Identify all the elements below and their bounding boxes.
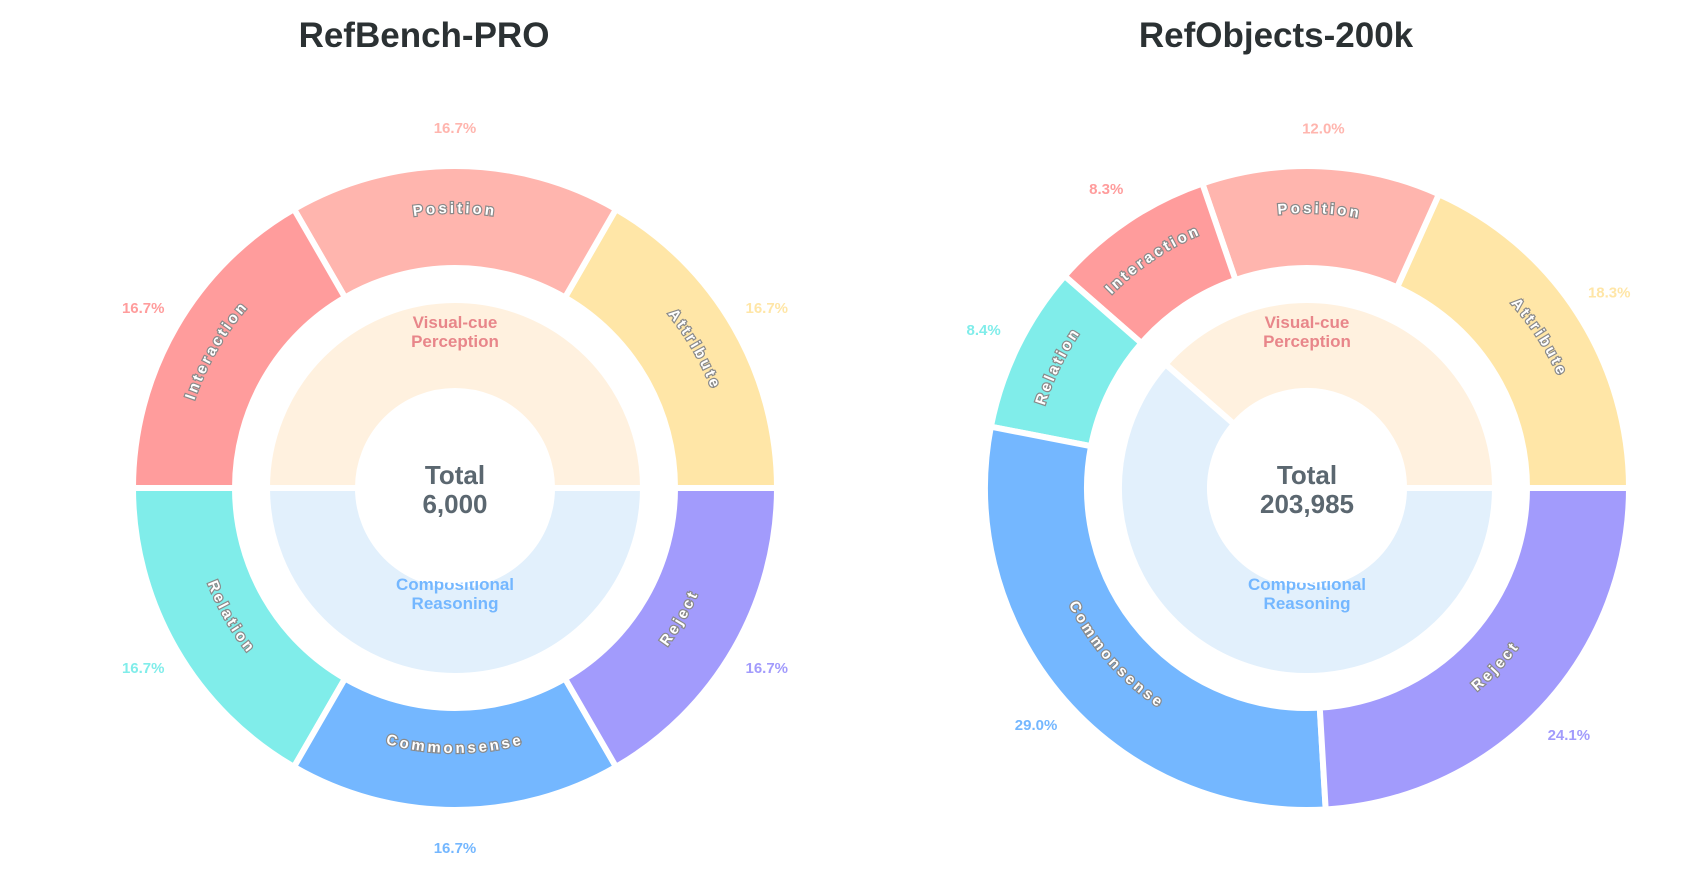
percent-label: 16.7% bbox=[745, 300, 788, 317]
inner-wedge bbox=[1116, 359, 1499, 679]
slice-wedge bbox=[1316, 485, 1633, 813]
slice-wedge bbox=[560, 485, 781, 771]
inner-slice-visual-cue-perception: Visual-cue Perception bbox=[263, 297, 647, 491]
slice-relation: Relation bbox=[987, 271, 1146, 450]
inner-wedge bbox=[263, 297, 647, 491]
inner-wedge bbox=[263, 485, 647, 679]
slice-commonsense: Commonsense bbox=[289, 674, 621, 813]
slice-interaction: Interaction bbox=[1060, 179, 1240, 348]
inner-slice-compositional-reasoning: Compositional Reasoning bbox=[1116, 359, 1499, 679]
slice-commonsense: Commonsense bbox=[982, 423, 1329, 813]
slice-wedge bbox=[982, 423, 1329, 813]
inner-slice-compositional-reasoning: Compositional Reasoning bbox=[263, 485, 647, 679]
inner-wedge bbox=[1161, 297, 1499, 491]
inner-label: Visual-cue Perception bbox=[411, 313, 499, 351]
slice-reject: Reject bbox=[560, 485, 781, 771]
slice-label: Position bbox=[412, 200, 498, 220]
percent-label: 16.7% bbox=[122, 660, 165, 677]
donut-chart: Attribute16.7%Position16.7%Interaction16… bbox=[122, 120, 788, 857]
percent-label: 8.3% bbox=[1089, 181, 1123, 198]
chart-title: RefObjects-200k bbox=[1138, 16, 1414, 55]
percent-label: 16.7% bbox=[434, 840, 477, 857]
slice-wedge bbox=[1198, 163, 1443, 292]
percent-label: 16.7% bbox=[122, 300, 165, 317]
chart-refbench-pro: RefBench-PRO Attribute 16.7% Position 16.7%… bbox=[122, 16, 788, 857]
slice-relation: Relation bbox=[129, 485, 350, 771]
percent-label: 12.0% bbox=[1302, 120, 1345, 137]
percent-label: 16.7% bbox=[745, 660, 788, 677]
donut-chart: Attribute18.3%Position12.0%Interaction8.… bbox=[967, 120, 1633, 813]
slice-wedge bbox=[289, 163, 621, 302]
inner-label: Compositional Reasoning bbox=[1248, 575, 1366, 613]
inner-slice-visual-cue-perception: Visual-cue Perception bbox=[1161, 297, 1499, 491]
center-total-label: Total 203,985 bbox=[1260, 460, 1354, 519]
percent-label: 18.3% bbox=[1588, 284, 1631, 301]
percent-label: 29.0% bbox=[1015, 717, 1058, 734]
center-hole bbox=[360, 393, 550, 583]
slice-interaction: Interaction bbox=[129, 205, 350, 491]
percent-label: 16.7% bbox=[434, 120, 477, 137]
percent-label: 24.1% bbox=[1548, 727, 1591, 744]
slice-position: Position bbox=[289, 163, 621, 302]
percent-label: 8.4% bbox=[967, 322, 1001, 339]
chart-title: RefBench-PRO bbox=[298, 16, 550, 55]
slice-reject: Reject bbox=[1316, 485, 1633, 813]
center-hole bbox=[1212, 393, 1402, 583]
inner-label: Visual-cue Perception bbox=[1263, 313, 1351, 351]
chart-refobjects-200k: RefObjects-200k Attribute 18.3% Position 12… bbox=[852, 0, 1696, 879]
slice-position: Position bbox=[1198, 163, 1443, 292]
inner-label: Compositional Reasoning bbox=[396, 575, 514, 613]
center-total-label: Total 6,000 bbox=[422, 460, 487, 519]
